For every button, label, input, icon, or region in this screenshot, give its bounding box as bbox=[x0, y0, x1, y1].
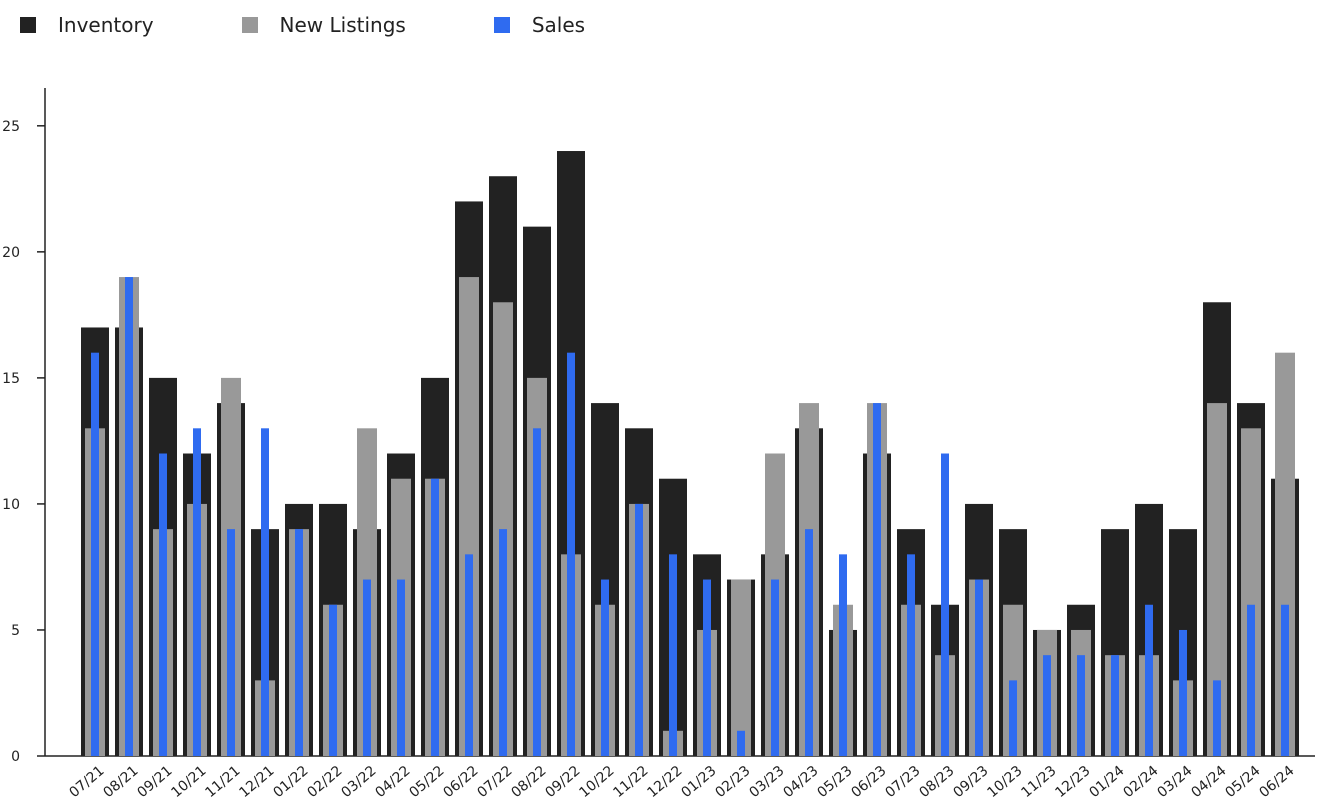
x-tick-label: 10/22 bbox=[576, 763, 617, 801]
x-tick-label: 06/23 bbox=[848, 763, 889, 801]
x-tick-label: 04/24 bbox=[1188, 763, 1229, 801]
bar-sales bbox=[125, 277, 133, 756]
legend-swatch-inventory bbox=[20, 17, 36, 33]
bar-sales bbox=[737, 730, 745, 756]
x-tick-label: 01/22 bbox=[270, 763, 311, 801]
bar-sales bbox=[1247, 604, 1255, 756]
bar-sales bbox=[397, 579, 405, 756]
x-tick-label: 08/23 bbox=[916, 763, 957, 801]
legend-label-inventory: Inventory bbox=[58, 13, 154, 37]
x-tick-label: 12/22 bbox=[644, 763, 685, 801]
x-tick-label: 11/22 bbox=[610, 763, 651, 801]
bar-sales bbox=[193, 428, 201, 756]
bar-sales bbox=[601, 579, 609, 756]
bar-sales bbox=[1213, 680, 1221, 756]
x-tick-label: 11/21 bbox=[202, 763, 243, 801]
bar-sales bbox=[91, 352, 99, 756]
bar-sales bbox=[771, 579, 779, 756]
bar-new-listings bbox=[459, 277, 479, 756]
bar-new-listings bbox=[1241, 428, 1261, 756]
bar-sales bbox=[227, 529, 235, 756]
x-tick-label: 01/24 bbox=[1086, 763, 1127, 801]
x-tick-label: 06/22 bbox=[440, 763, 481, 801]
bar-sales bbox=[567, 352, 575, 756]
bar-sales bbox=[499, 529, 507, 756]
bar-new-listings bbox=[1003, 604, 1023, 756]
y-tick-label: 20 bbox=[2, 245, 20, 261]
bar-sales bbox=[533, 428, 541, 756]
bar-sales bbox=[159, 453, 167, 756]
bar-sales bbox=[941, 453, 949, 756]
x-tick-label: 12/21 bbox=[236, 763, 277, 801]
bar-sales bbox=[261, 428, 269, 756]
x-tick-label: 03/22 bbox=[338, 763, 379, 801]
bar-sales bbox=[635, 503, 643, 756]
legend-item-new-listings[interactable]: New Listings bbox=[241, 13, 406, 37]
bar-sales bbox=[465, 554, 473, 756]
bar-new-listings bbox=[1207, 403, 1227, 756]
bar-sales bbox=[975, 579, 983, 756]
bar-sales bbox=[329, 604, 337, 756]
legend-item-inventory[interactable]: Inventory bbox=[20, 13, 154, 37]
legend: Inventory New Listings Sales bbox=[20, 10, 673, 40]
y-tick-label: 15 bbox=[2, 371, 20, 387]
bar-sales bbox=[295, 529, 303, 756]
bar-sales bbox=[703, 579, 711, 756]
x-tick-label: 10/23 bbox=[984, 763, 1025, 801]
x-tick-label: 01/23 bbox=[678, 763, 719, 801]
x-tick-label: 09/21 bbox=[134, 763, 175, 801]
bar-sales bbox=[1009, 680, 1017, 756]
x-tick-label: 09/23 bbox=[950, 763, 991, 801]
bar-sales bbox=[431, 478, 439, 756]
legend-swatch-sales bbox=[493, 17, 510, 33]
x-tick-label: 02/22 bbox=[304, 763, 345, 801]
bar-sales bbox=[1145, 604, 1153, 756]
x-tick-label: 05/23 bbox=[814, 763, 855, 801]
bar-sales bbox=[1077, 655, 1085, 756]
x-tick-label: 04/22 bbox=[372, 763, 413, 801]
y-tick-label: 25 bbox=[2, 119, 20, 135]
bar-sales bbox=[669, 554, 677, 756]
x-tick-label: 03/24 bbox=[1154, 763, 1195, 801]
bar-sales bbox=[839, 554, 847, 756]
bar-sales bbox=[363, 579, 371, 756]
x-tick-label: 10/21 bbox=[168, 763, 209, 801]
bar-new-listings bbox=[1275, 352, 1295, 756]
x-tick-label: 07/21 bbox=[66, 763, 107, 801]
x-tick-label: 04/23 bbox=[780, 763, 821, 801]
x-tick-label: 07/22 bbox=[474, 763, 515, 801]
x-tick-label: 07/23 bbox=[882, 763, 923, 801]
x-tick-label: 11/23 bbox=[1018, 763, 1059, 801]
x-tick-label: 02/23 bbox=[712, 763, 753, 801]
x-tick-label: 08/22 bbox=[508, 763, 549, 801]
bar-sales bbox=[805, 529, 813, 756]
x-tick-label: 12/23 bbox=[1052, 763, 1093, 801]
bar-new-listings bbox=[731, 579, 751, 756]
bar-sales bbox=[907, 554, 915, 756]
legend-item-sales[interactable]: Sales bbox=[493, 13, 586, 37]
y-tick-label: 10 bbox=[2, 497, 20, 513]
x-tick-label: 09/22 bbox=[542, 763, 583, 801]
legend-swatch-new-listings bbox=[241, 17, 258, 33]
x-tick-label: 02/24 bbox=[1120, 763, 1161, 801]
y-tick-label: 0 bbox=[11, 749, 20, 765]
bar-sales bbox=[1281, 604, 1289, 756]
legend-label-new-listings: New Listings bbox=[279, 13, 406, 37]
y-tick-label: 5 bbox=[11, 623, 20, 639]
x-tick-label: 05/24 bbox=[1222, 763, 1263, 801]
x-tick-label: 08/21 bbox=[100, 763, 141, 801]
x-tick-label: 03/23 bbox=[746, 763, 787, 801]
bar-sales bbox=[1179, 629, 1187, 756]
bar-sales bbox=[1111, 655, 1119, 756]
legend-label-sales: Sales bbox=[531, 13, 586, 37]
bar-sales bbox=[873, 403, 881, 756]
x-tick-label: 05/22 bbox=[406, 763, 447, 801]
bar-sales bbox=[1043, 655, 1051, 756]
x-tick-label: 06/24 bbox=[1256, 763, 1297, 801]
